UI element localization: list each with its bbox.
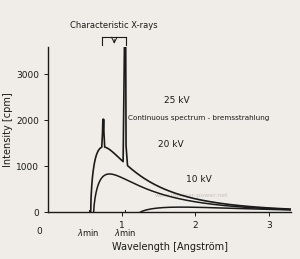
X-axis label: Wavelength [Angström]: Wavelength [Angström]: [112, 242, 227, 251]
Text: 25 kV: 25 kV: [164, 96, 190, 105]
Text: 0: 0: [36, 227, 42, 236]
Text: www.nuclear-power.net: www.nuclear-power.net: [155, 193, 228, 198]
Text: $\lambda$min: $\lambda$min: [114, 227, 136, 238]
Text: 10 kV: 10 kV: [186, 175, 212, 184]
Text: $\lambda$min: $\lambda$min: [77, 227, 100, 238]
Text: 20 kV: 20 kV: [158, 140, 184, 149]
Text: Characteristic X-rays: Characteristic X-rays: [70, 21, 158, 30]
Y-axis label: Intensity [cpm]: Intensity [cpm]: [3, 92, 13, 167]
Text: Continuous spectrum - bremsstrahlung: Continuous spectrum - bremsstrahlung: [128, 115, 270, 121]
